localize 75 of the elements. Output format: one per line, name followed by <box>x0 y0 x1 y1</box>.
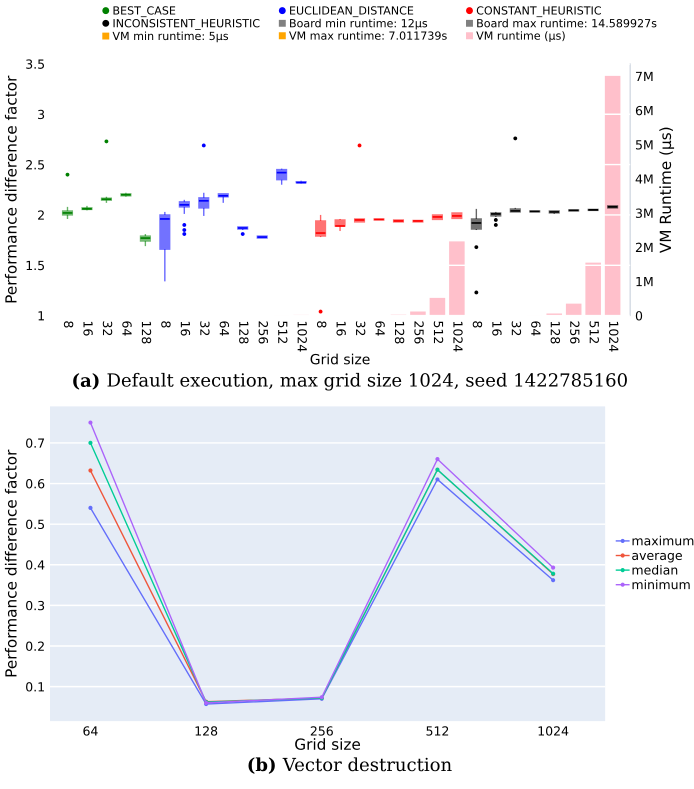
y2-axis-title: VM Runtime (µs) <box>659 128 674 254</box>
x-tick-label: 128 <box>142 322 152 344</box>
x-tick-label: 256 <box>310 726 333 736</box>
legend-label: INCONSISTENT_HEURISTIC <box>114 18 260 30</box>
text: (b) Vector destruction <box>248 757 452 774</box>
x-tick-label: 16 <box>336 322 346 336</box>
x-tick-label: 16 <box>492 322 502 336</box>
legend-label: CONSTANT_HEURISTIC <box>476 6 601 18</box>
x-tick-label: 128 <box>196 726 218 736</box>
y2-tick-label: 0 <box>636 311 642 321</box>
x-tick-label: 8 <box>64 321 74 328</box>
y-tick-label: 2.5 <box>26 160 44 170</box>
x-tick-label: 16 <box>180 322 190 336</box>
y2-tick-label: 6M <box>636 106 653 116</box>
x-axis-title: Grid size <box>295 738 360 750</box>
y-axis-title: Performance difference factor <box>4 76 17 302</box>
y-tick-label: 0.6 <box>26 478 44 488</box>
legend-label: VM min runtime: 5µs <box>112 32 228 42</box>
y-tick-label: 0.3 <box>26 600 44 610</box>
x-tick-label: 1024 <box>538 726 568 736</box>
x-tick-label: 256 <box>414 321 424 344</box>
x-tick-label: 1024 <box>453 322 463 352</box>
x-tick-label: 64 <box>375 321 385 336</box>
y-tick-label: 2 <box>38 210 44 220</box>
x-tick-label: 64 <box>122 321 132 336</box>
x-tick-label: 64 <box>83 726 98 736</box>
x-tick-label: 64 <box>531 321 541 336</box>
x-tick-label: 32 <box>356 321 366 336</box>
y-tick-label: 3 <box>38 110 44 120</box>
x-tick-label: 128 <box>394 322 404 344</box>
y-tick-label: 0.4 <box>26 560 44 570</box>
legend-label: average <box>632 552 682 562</box>
x-tick-label: 8 <box>161 321 171 328</box>
y2-tick-label: 5M <box>636 140 653 150</box>
x-tick-label: 256 <box>258 321 268 344</box>
legend-label: Board max runtime: 14.589927s <box>477 18 656 28</box>
x-tick-label: 16 <box>83 322 93 336</box>
y-tick-label: 0.2 <box>26 641 44 651</box>
x-tick-label: 128 <box>550 322 560 344</box>
x-tick-label: 64 <box>220 321 230 336</box>
x-tick-label: 32 <box>200 321 210 336</box>
y2-tick-label: 4M <box>636 174 653 184</box>
y-tick-label: 0.5 <box>26 520 44 530</box>
legend-label: BEST_CASE <box>114 6 176 18</box>
x-tick-label: 512 <box>278 321 288 344</box>
x-tick-label: 1024 <box>297 322 307 352</box>
y-tick-label: 0.1 <box>26 682 44 692</box>
x-tick-label: 512 <box>426 726 448 736</box>
legend-label: VM max runtime: 7.011739s <box>289 31 447 40</box>
x-tick-label: 32 <box>512 321 522 336</box>
x-tick-label: 128 <box>239 322 249 344</box>
y2-tick-label: 3M <box>636 208 653 218</box>
y-tick-label: 1.5 <box>26 260 44 270</box>
y2-tick-label: 7M <box>636 72 653 81</box>
y2-tick-label: 1M <box>636 277 653 286</box>
legend-label: median <box>632 564 678 575</box>
legend-label: Board min runtime: 12µs <box>290 18 428 30</box>
x-tick-label: 256 <box>570 321 580 344</box>
x-tick-label: 1024 <box>609 322 618 352</box>
x-axis-title: Grid size <box>310 354 370 364</box>
x-tick-label: 512 <box>434 321 444 344</box>
y2-tick-label: 2M <box>636 242 653 252</box>
y-axis-title: Performance difference factor <box>4 450 17 676</box>
y-tick-label: 1 <box>38 311 44 320</box>
x-tick-label: 32 <box>102 321 112 336</box>
y-tick-label: 3.5 <box>26 59 44 69</box>
x-tick-label: 512 <box>590 321 599 344</box>
text: (a) Default execution, max grid size 1024, seed 1422785160 <box>73 372 627 391</box>
x-tick-label: 8 <box>472 321 482 328</box>
x-tick-label: 8 <box>316 321 326 328</box>
y-tick-label: 0.7 <box>26 438 44 448</box>
legend-label: EUCLIDEAN_DISTANCE <box>290 6 414 18</box>
legend-label: minimum <box>632 580 690 590</box>
legend-label: VM runtime (µs) <box>476 31 565 42</box>
legend-label: maximum <box>632 536 694 546</box>
